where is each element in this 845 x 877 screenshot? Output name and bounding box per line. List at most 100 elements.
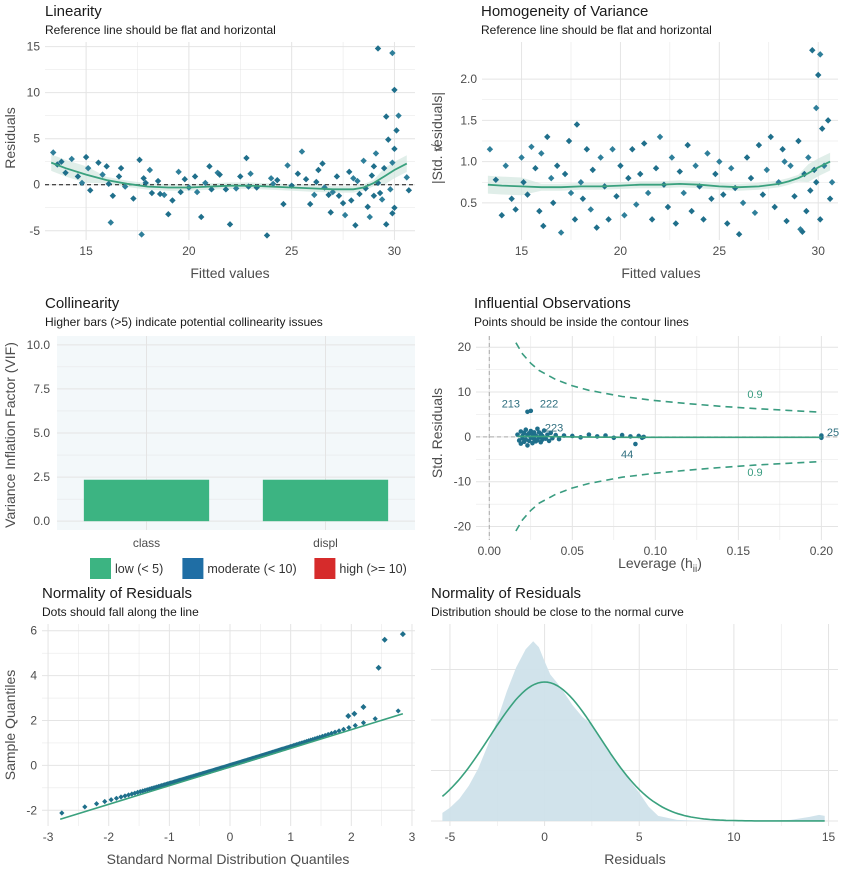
data-point: [735, 231, 743, 238]
panel-title: Linearity: [45, 3, 102, 20]
data-point: [274, 176, 281, 184]
legend-swatch: [314, 558, 336, 579]
panel-collinearity: Collinearity Higher bars (>5) indicate p…: [2, 295, 415, 579]
data-point: [280, 200, 287, 208]
x-tick-label: 30: [812, 244, 826, 258]
data-point: [354, 177, 361, 185]
data-point: [640, 140, 648, 147]
data-point: [644, 189, 652, 197]
data-point: [692, 162, 699, 169]
data-point: [617, 162, 624, 169]
y-tick-label: 1.0: [460, 155, 477, 169]
data-point: [502, 162, 509, 169]
x-tick-label: -3: [43, 830, 54, 844]
data-point: [208, 186, 215, 193]
x-tick-label: 15: [822, 830, 836, 844]
data-point: [50, 149, 57, 156]
x-axis-label-main: Leverage (h: [618, 555, 693, 571]
data-point: [62, 169, 69, 176]
data-point: [391, 145, 398, 153]
y-tick-label: 0.0: [33, 514, 50, 528]
x-tick-label: 0.00: [478, 544, 502, 558]
data-point: [747, 174, 755, 182]
data-point: [538, 150, 545, 157]
data-point: [583, 146, 591, 153]
data-point: [302, 176, 310, 183]
data-point: [540, 222, 547, 230]
panel-linearity: Linearity Reference line should be flat …: [2, 3, 415, 281]
data-point: [589, 166, 596, 174]
data-point: [267, 175, 275, 182]
data-point: [508, 195, 515, 202]
data-point: [87, 187, 94, 194]
y-axis-label-prefix: √: [429, 144, 445, 152]
data-point: [306, 200, 314, 208]
data-point: [175, 168, 182, 176]
data-point: [118, 794, 124, 800]
y-tick-label: 2: [30, 714, 37, 728]
vif-bar: [262, 479, 389, 522]
y-tick-label: -5: [29, 224, 40, 238]
data-point: [325, 731, 331, 738]
data-point: [360, 720, 367, 726]
data-point: [579, 195, 587, 202]
data-point: [652, 165, 660, 172]
data-point: [284, 162, 291, 169]
data-point: [319, 160, 326, 167]
data-point: [621, 212, 628, 219]
data-point: [332, 729, 338, 735]
data-point: [712, 170, 719, 178]
data-point: [198, 213, 205, 221]
data-point: [813, 179, 820, 186]
data-point: [672, 220, 680, 227]
data-point: [117, 164, 125, 172]
data-point: [664, 203, 672, 211]
y-tick-label: 0: [30, 758, 37, 772]
data-point: [605, 216, 612, 223]
panel-subtitle: Reference line should be flat and horizo…: [481, 23, 712, 37]
y-tick-label: 2.5: [33, 470, 50, 484]
data-point: [202, 179, 209, 187]
data-point: [68, 155, 75, 163]
data-point: [512, 206, 519, 213]
data-point: [169, 197, 176, 204]
y-tick-label: 0: [464, 430, 471, 444]
data-point: [78, 179, 86, 187]
data-point: [130, 195, 137, 202]
data-point: [755, 141, 763, 149]
legend-swatch: [90, 558, 111, 579]
data-point: [269, 180, 277, 188]
panel-homogeneity: Homogeneity of Variance Reference line s…: [429, 3, 838, 281]
data-point: [113, 795, 120, 801]
data-point: [548, 174, 555, 182]
x-tick-label: -2: [103, 830, 114, 844]
data-point: [828, 179, 836, 186]
data-point: [140, 175, 147, 182]
data-point: [109, 192, 117, 199]
y-tick-label: 15: [27, 40, 41, 54]
x-tick-label: 1: [287, 830, 294, 844]
data-point: [799, 228, 806, 235]
data-point: [360, 157, 367, 164]
data-point: [586, 432, 592, 437]
confidence-band: [51, 154, 407, 193]
data-point: [783, 217, 790, 225]
y-tick-label: 7.5: [33, 382, 50, 396]
data-point: [680, 189, 687, 197]
data-point: [546, 438, 552, 444]
data-point: [637, 170, 644, 178]
y-axis-label: Residuals: [2, 107, 18, 168]
y-tick-label: 1.5: [460, 113, 477, 127]
y-tick-label: 4: [30, 669, 37, 683]
x-tick-label: 15: [515, 244, 529, 258]
x-tick-label: 3: [409, 830, 416, 844]
point-label: 222: [540, 399, 558, 411]
data-point: [571, 216, 579, 223]
panel-subtitle: Dots should fall along the line: [42, 605, 199, 619]
data-point: [144, 787, 150, 793]
data-point: [329, 188, 336, 196]
outlier-point: [345, 713, 352, 720]
data-point: [58, 158, 65, 165]
x-tick-label: 0.05: [561, 544, 585, 558]
data-point: [771, 203, 778, 211]
